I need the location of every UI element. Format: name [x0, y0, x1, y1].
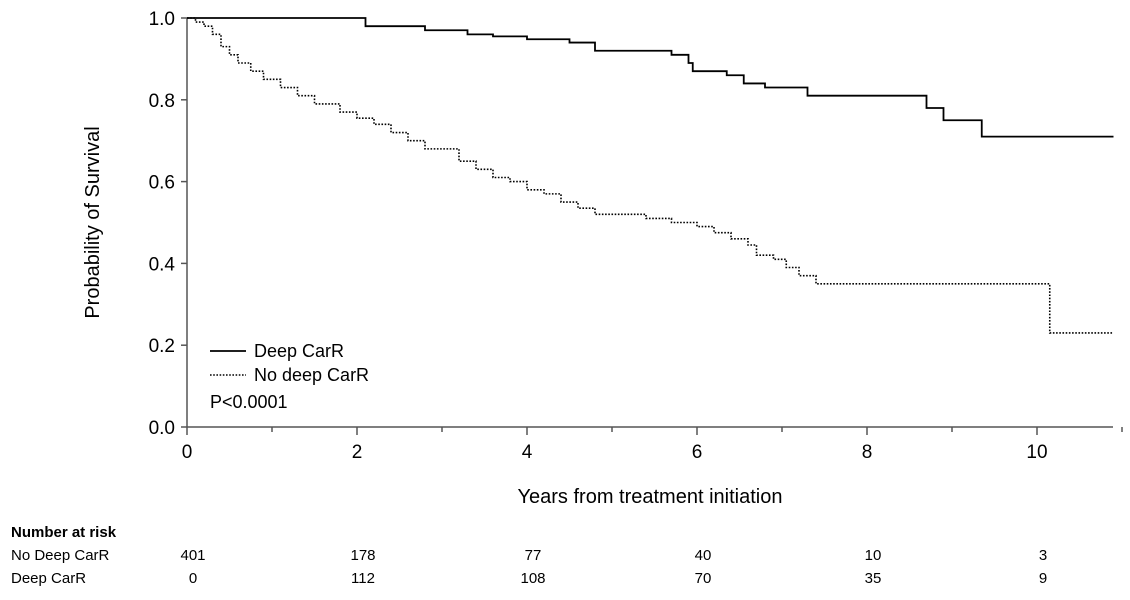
legend-label-deep-carr: Deep CarR [254, 341, 344, 361]
x-tick-label: 0 [182, 442, 193, 463]
p-value-annotation: P<0.0001 [210, 392, 288, 412]
risk-table-heading: Number at risk [11, 524, 117, 541]
risk-count: 401 [180, 547, 205, 564]
risk-count: 3 [1039, 547, 1047, 564]
risk-count: 9 [1039, 570, 1047, 587]
y-tick-label: 0.6 [149, 173, 175, 194]
x-tick-label: 10 [1026, 442, 1047, 463]
legend-label-no-deep-carr: No deep CarR [254, 365, 369, 385]
risk-count: 77 [525, 547, 542, 564]
legend: Deep CarR No deep CarR P<0.0001 [210, 341, 369, 412]
risk-count: 35 [865, 570, 882, 587]
x-tick-label: 6 [692, 442, 703, 463]
y-axis-title: Probability of Survival [82, 126, 104, 318]
y-tick-label: 0.0 [149, 418, 175, 439]
x-axis-title: Years from treatment initiation [518, 486, 783, 508]
x-tick-label: 8 [862, 442, 873, 463]
series-line-no-deep-carr [187, 17, 1114, 334]
risk-count: 112 [351, 570, 375, 587]
axes: 0.0 0.2 0.4 0.6 0.8 1.0 0 2 4 6 8 10 Years from trea… [82, 9, 1123, 508]
risk-count: 70 [695, 570, 712, 587]
y-tick-label: 0.4 [149, 254, 176, 275]
risk-row-label: Deep CarR [11, 570, 86, 587]
risk-count: 0 [189, 570, 197, 587]
y-tick-label: 0.2 [149, 336, 175, 357]
y-tick-label: 1.0 [149, 9, 175, 30]
x-tick-label: 4 [522, 442, 533, 463]
risk-count: 178 [350, 547, 375, 564]
series-layer [187, 17, 1114, 334]
risk-row-label: No Deep CarR [11, 547, 110, 564]
series-line-deep-carr [187, 17, 1114, 138]
risk-count: 40 [695, 547, 712, 564]
y-tick-label: 0.8 [149, 91, 175, 112]
risk-count: 10 [865, 547, 882, 564]
risk-count: 108 [520, 570, 545, 587]
risk-table: Number at risk No Deep CarR 401 178 77 40 10 3 D… [11, 524, 1047, 587]
x-tick-label: 2 [352, 442, 363, 463]
